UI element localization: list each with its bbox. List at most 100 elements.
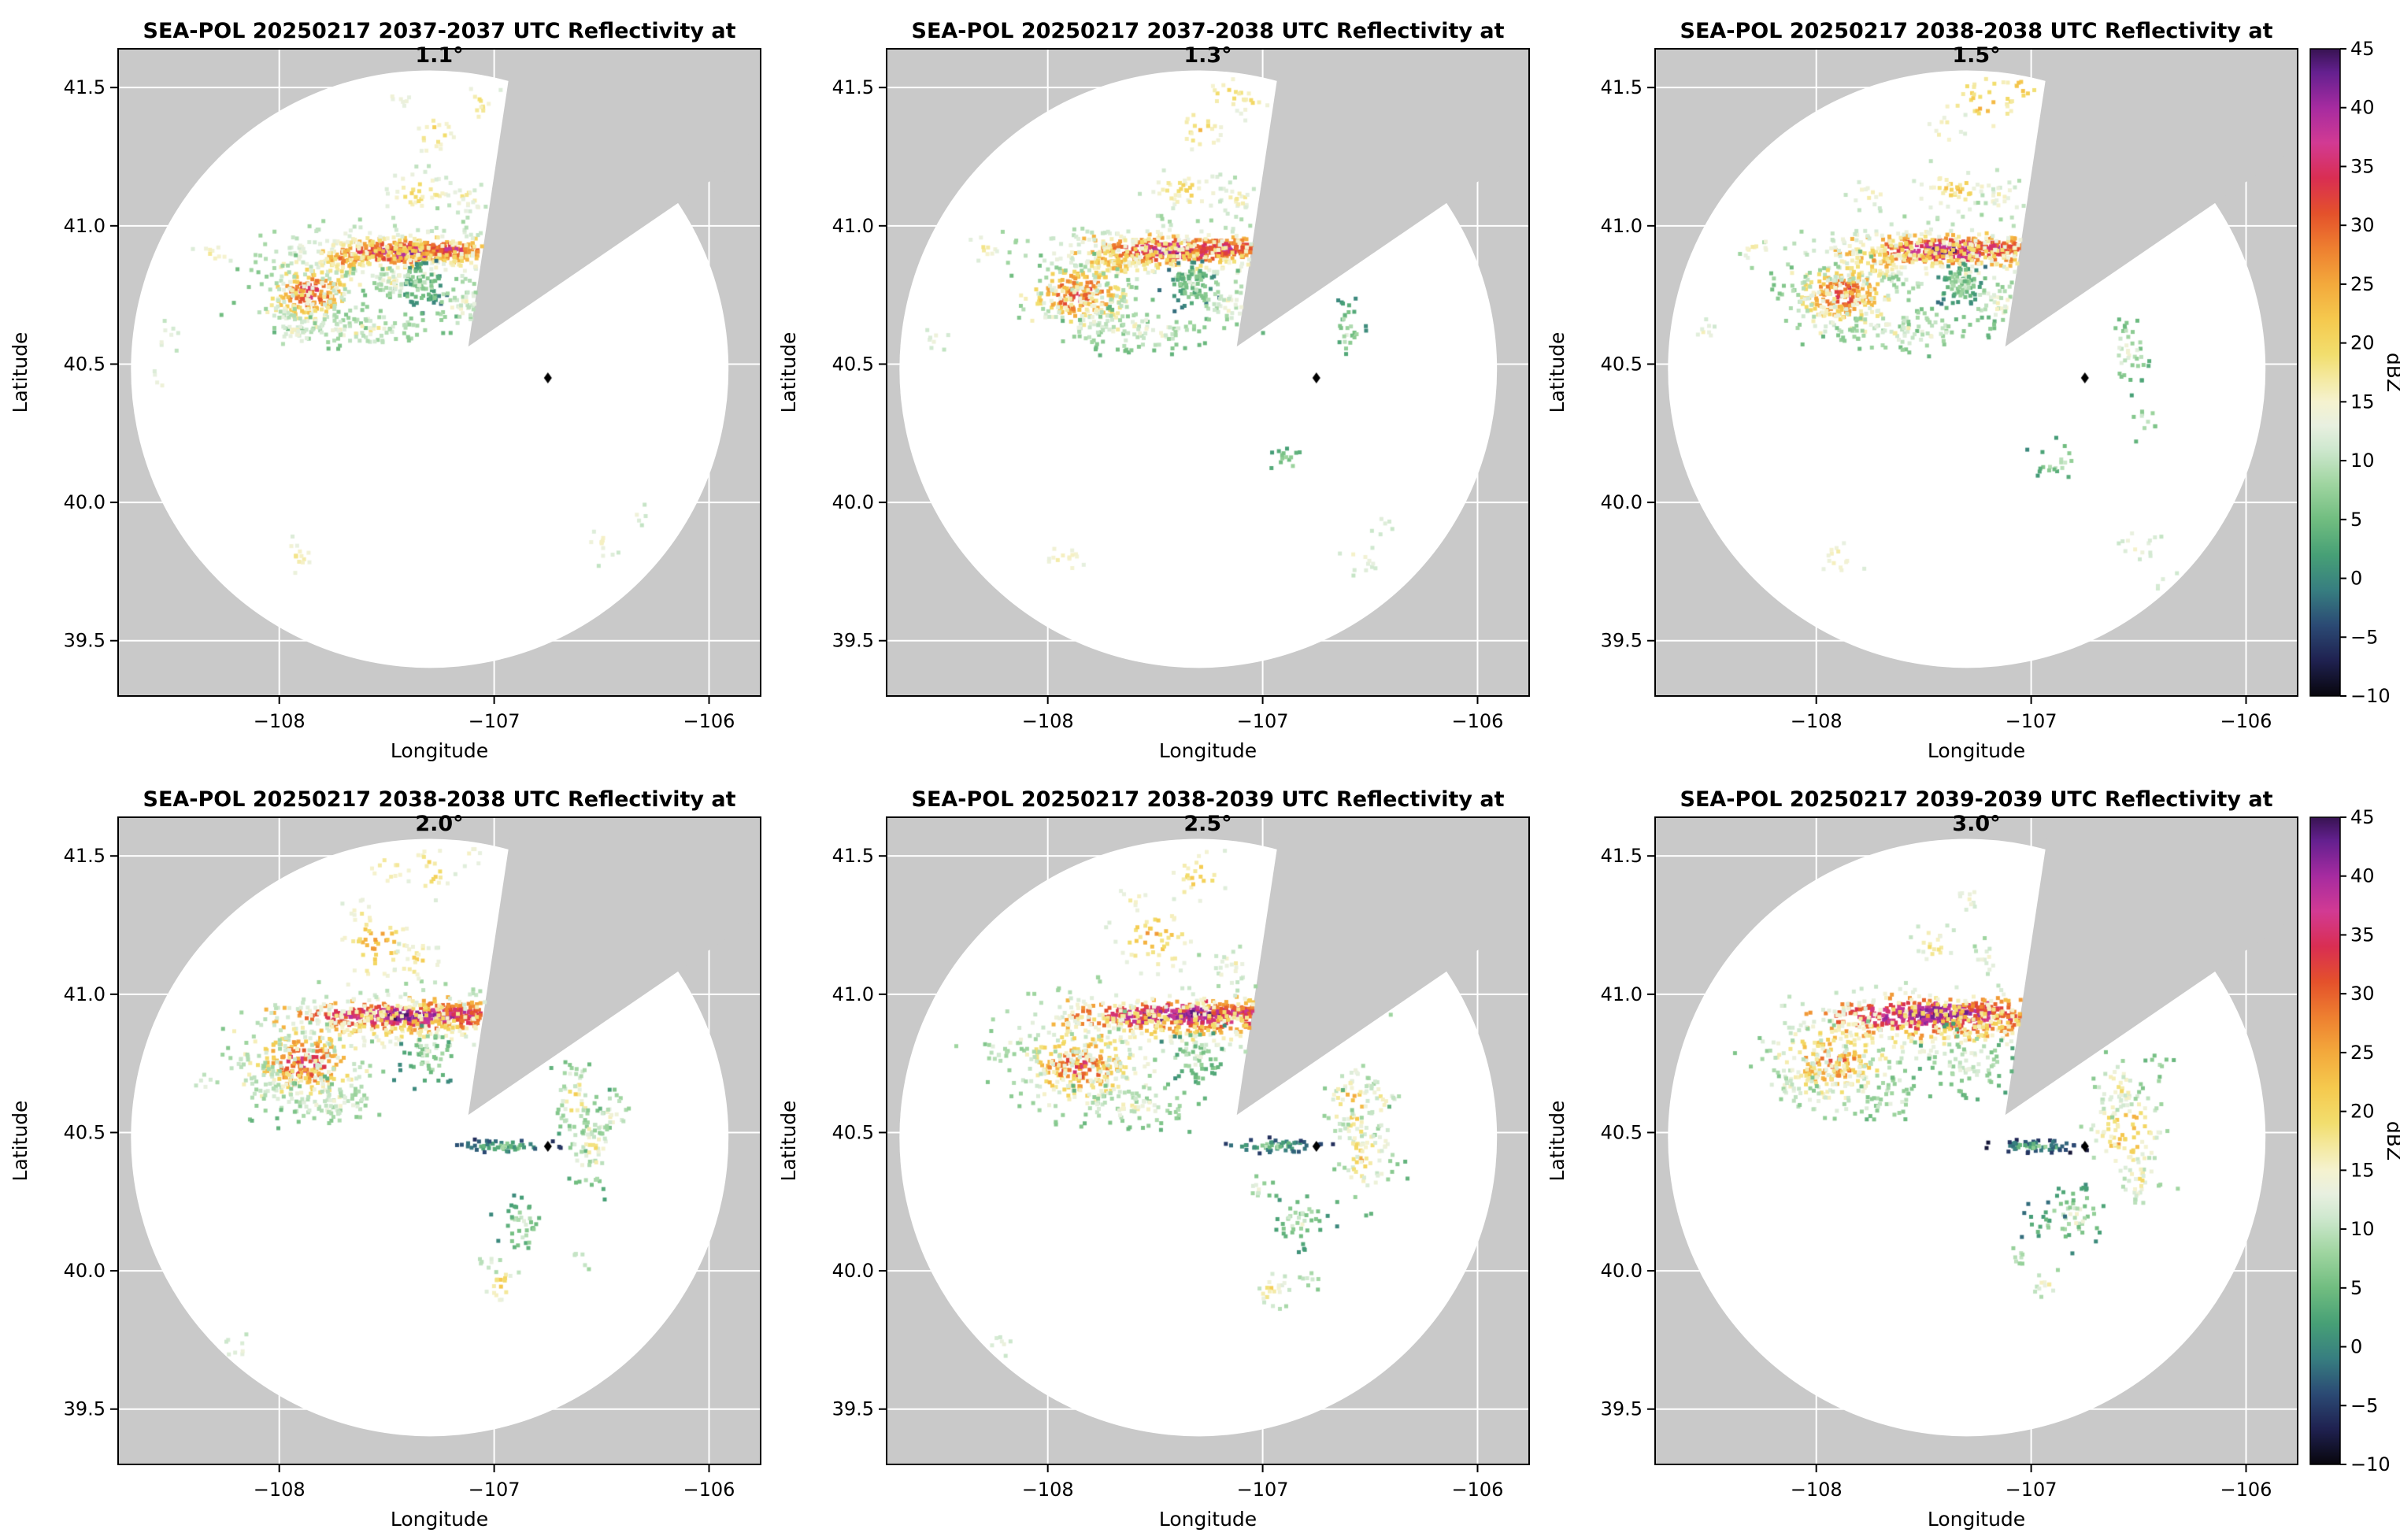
y-axis-label: Latitude: [777, 332, 800, 413]
colorbar-tick-label: 25: [2350, 1042, 2375, 1064]
x-tick-label: −108: [254, 710, 306, 732]
x-tick-label: −106: [1452, 1479, 1504, 1501]
y-tick-label: 39.5: [832, 630, 874, 652]
x-tick-label: −108: [1791, 710, 1843, 732]
x-tick-label: −106: [1452, 710, 1504, 732]
radar-plot: −108 −107 −106 41.5 41.0 40.5 40.0 39.5 Longitud…: [769, 768, 1537, 1537]
y-tick-label: 41.0: [1601, 983, 1643, 1005]
colorbar-dbz-top: 45 40 35 30 25 20 15 10 5 0 −5 −10 dBZ: [2306, 0, 2400, 768]
colorbar-tick-label: 15: [2350, 1159, 2375, 1181]
y-tick-label: 40.5: [64, 353, 106, 375]
y-tick-label: 39.5: [64, 1398, 106, 1420]
y-axis-label: Latitude: [9, 1101, 31, 1182]
radar-panel-1: SEA-POL 20250217 2037-2037 UTC Reflectiv…: [0, 0, 769, 768]
colorbar-tick-label: −5: [2350, 1394, 2378, 1416]
colorbar-tick-label: 15: [2350, 391, 2375, 413]
colorbar-gradient: [2309, 816, 2341, 1465]
colorbar-tick-label: 40: [2350, 865, 2375, 887]
x-axis-label: Longitude: [391, 739, 488, 762]
x-tick-label: −108: [1022, 710, 1074, 732]
x-tick-label: −107: [1237, 710, 1289, 732]
radar-plot: −108 −107 −106 41.5 41.0 40.5 40.0 39.5 Longitud…: [0, 0, 769, 768]
y-tick-label: 41.0: [64, 983, 106, 1005]
panel-title: SEA-POL 20250217 2038-2039 UTC Reflectiv…: [911, 787, 1505, 836]
panel-title: SEA-POL 20250217 2038-2038 UTC Reflectiv…: [143, 787, 736, 836]
colorbar-tick-label: 5: [2350, 1277, 2362, 1299]
y-axis-label: Latitude: [1546, 332, 1569, 413]
colorbar-label: dBZ: [2383, 1121, 2400, 1161]
radar-panel-4: SEA-POL 20250217 2038-2038 UTC Reflectiv…: [0, 768, 769, 1537]
colorbar-tick-label: 35: [2350, 924, 2375, 946]
y-axis-label: Latitude: [777, 1101, 800, 1182]
radar-panel-5: SEA-POL 20250217 2038-2039 UTC Reflectiv…: [769, 768, 1537, 1537]
y-tick-label: 39.5: [1601, 630, 1643, 652]
colorbar-tick-label: 30: [2350, 214, 2375, 236]
colorbar-label: dBZ: [2383, 353, 2400, 392]
y-tick-label: 39.5: [64, 630, 106, 652]
y-tick-label: 41.5: [832, 845, 874, 867]
colorbar-tick-label: 20: [2350, 1101, 2375, 1123]
radar-panel-2: SEA-POL 20250217 2037-2038 UTC Reflectiv…: [769, 0, 1537, 768]
colorbar-axes: 45 40 35 30 25 20 15 10 5 0 −5 −10 dBZ: [2309, 806, 2400, 1475]
colorbar-axes: 45 40 35 30 25 20 15 10 5 0 −5 −10 dBZ: [2309, 38, 2400, 707]
reflectivity-echoes-canvas: [118, 817, 761, 1464]
reflectivity-echoes-canvas: [887, 49, 1529, 696]
x-axis-label: Longitude: [391, 1508, 488, 1531]
x-axis-label: Longitude: [1159, 1508, 1257, 1531]
colorbar-tick-label: 30: [2350, 983, 2375, 1005]
colorbar-tick-label: 45: [2350, 806, 2375, 828]
panel-title: SEA-POL 20250217 2037-2037 UTC Reflectiv…: [143, 19, 736, 68]
y-tick-label: 41.5: [64, 76, 106, 98]
x-axis-label: Longitude: [1159, 739, 1257, 762]
y-tick-label: 40.0: [64, 1260, 106, 1282]
y-tick-label: 41.5: [1601, 76, 1643, 98]
reflectivity-echoes-canvas: [1655, 817, 2298, 1464]
colorbar-tick-label: −10: [2350, 685, 2391, 707]
colorbar-tick-label: −10: [2350, 1453, 2391, 1475]
colorbar-tick-label: 10: [2350, 1218, 2375, 1240]
radar-plot: −108 −107 −106 41.5 41.0 40.5 40.0 39.5 Longitud…: [1537, 768, 2306, 1537]
y-tick-label: 41.0: [832, 215, 874, 237]
x-tick-label: −108: [1791, 1479, 1843, 1501]
y-tick-label: 39.5: [1601, 1398, 1643, 1420]
radar-panel-6: SEA-POL 20250217 2039-2039 UTC Reflectiv…: [1537, 768, 2306, 1537]
radar-plot: −108 −107 −106 41.5 41.0 40.5 40.0 39.5 Longitud…: [769, 0, 1537, 768]
x-tick-label: −108: [1022, 1479, 1074, 1501]
reflectivity-echoes-canvas: [118, 49, 761, 696]
y-axis-label: Latitude: [1546, 1101, 1569, 1182]
y-tick-label: 40.5: [1601, 353, 1643, 375]
y-axis-label: Latitude: [9, 332, 31, 413]
panel-title: SEA-POL 20250217 2039-2039 UTC Reflectiv…: [1680, 787, 2273, 836]
y-tick-label: 40.5: [832, 1121, 874, 1143]
radar-plot: −108 −107 −106 41.5 41.0 40.5 40.0 39.5 Longitud…: [0, 768, 769, 1537]
radar-plot: −108 −107 −106 41.5 41.0 40.5 40.0 39.5 Longitud…: [1537, 0, 2306, 768]
x-tick-label: −106: [683, 1479, 735, 1501]
y-tick-label: 41.5: [832, 76, 874, 98]
x-tick-label: −107: [469, 1479, 520, 1501]
panel-title: SEA-POL 20250217 2038-2038 UTC Reflectiv…: [1680, 19, 2273, 68]
x-tick-label: −106: [2220, 1479, 2272, 1501]
x-tick-label: −106: [683, 710, 735, 732]
colorbar-tick-label: 40: [2350, 97, 2375, 119]
colorbar-tick-label: −5: [2350, 626, 2378, 648]
x-axis-label: Longitude: [1928, 739, 2025, 762]
y-tick-label: 40.0: [1601, 491, 1643, 513]
y-tick-label: 40.0: [832, 1260, 874, 1282]
y-tick-label: 40.5: [832, 353, 874, 375]
y-tick-label: 41.0: [832, 983, 874, 1005]
x-tick-label: −107: [2006, 710, 2057, 732]
panel-title: SEA-POL 20250217 2037-2038 UTC Reflectiv…: [911, 19, 1505, 68]
reflectivity-echoes-canvas: [887, 817, 1529, 1464]
x-tick-label: −107: [1237, 1479, 1289, 1501]
colorbar-tick-label: 20: [2350, 332, 2375, 354]
colorbar-tick-label: 0: [2350, 568, 2362, 590]
x-axis-label: Longitude: [1928, 1508, 2025, 1531]
y-tick-label: 40.0: [64, 491, 106, 513]
y-tick-label: 41.0: [1601, 215, 1643, 237]
y-tick-label: 41.0: [64, 215, 106, 237]
colorbar-tick-label: 5: [2350, 509, 2362, 531]
x-tick-label: −107: [469, 710, 520, 732]
reflectivity-echoes-canvas: [1655, 49, 2298, 696]
colorbar-dbz-bottom: 45 40 35 30 25 20 15 10 5 0 −5 −10 dBZ: [2306, 768, 2400, 1537]
